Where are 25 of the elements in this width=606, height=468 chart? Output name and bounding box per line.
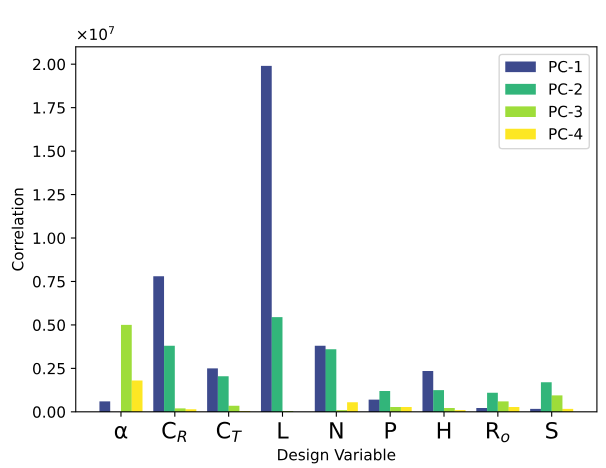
x-tick-label: N (330, 422, 342, 438)
y-tick-label: 0.50 (33, 319, 66, 331)
y-tick-label: 0.00 (33, 406, 66, 418)
x-tick-label: S (546, 422, 558, 439)
x-tick-label: α (114, 426, 128, 439)
text: ×10$^{7}$ (78, 26, 114, 40)
x-tick-label: L (278, 422, 289, 438)
y-axis-title: Correlation (12, 188, 24, 271)
x-axis-title: Design Variable (278, 448, 396, 464)
x-tick-label: C$_{T}$ (216, 422, 242, 442)
x-tick-label: P (386, 422, 396, 438)
y-tick-label: 1.75 (34, 102, 65, 114)
x-tick-label: C$_{R}$ (162, 422, 186, 442)
y-tick-label: 1.50 (34, 146, 66, 158)
x-tick-label: R$_{o}$ (487, 422, 510, 442)
legend-label: PC-2 (550, 83, 582, 95)
y-tick-label: 1.25 (34, 189, 65, 201)
y-tick-label: 1.00 (34, 232, 66, 244)
legend-label: PC-3 (550, 106, 582, 118)
x-tick-label: H (438, 422, 450, 438)
y-tick-label: 0.25 (33, 362, 65, 374)
y-tick-label: 2.00 (33, 58, 66, 70)
y-tick-label: 0.75 (33, 276, 65, 288)
legend-label: PC-4 (550, 128, 582, 140)
legend-label: PC-1 (550, 60, 582, 72)
